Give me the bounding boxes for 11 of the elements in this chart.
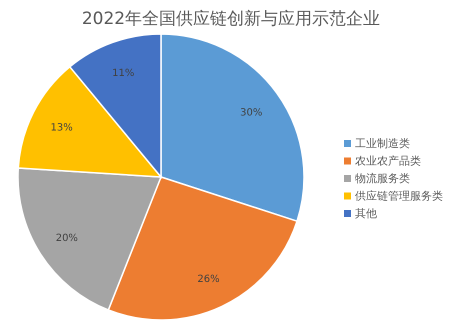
legend-label: 其他 [355, 207, 377, 220]
data-label: 11% [112, 68, 134, 80]
data-label: 30% [240, 107, 262, 118]
legend-label: 物流服务类 [355, 172, 410, 185]
legend-label: 农业农产品类 [355, 154, 421, 168]
data-label: 20% [56, 232, 78, 244]
chart-title: 2022年全国供应链创新与应用示范企业 [82, 9, 380, 29]
data-label: 26% [197, 274, 220, 285]
legend-label: 工业制造类 [355, 137, 410, 150]
data-label: 13% [50, 122, 73, 134]
legend-label: 供应链管理服务类 [355, 190, 443, 202]
